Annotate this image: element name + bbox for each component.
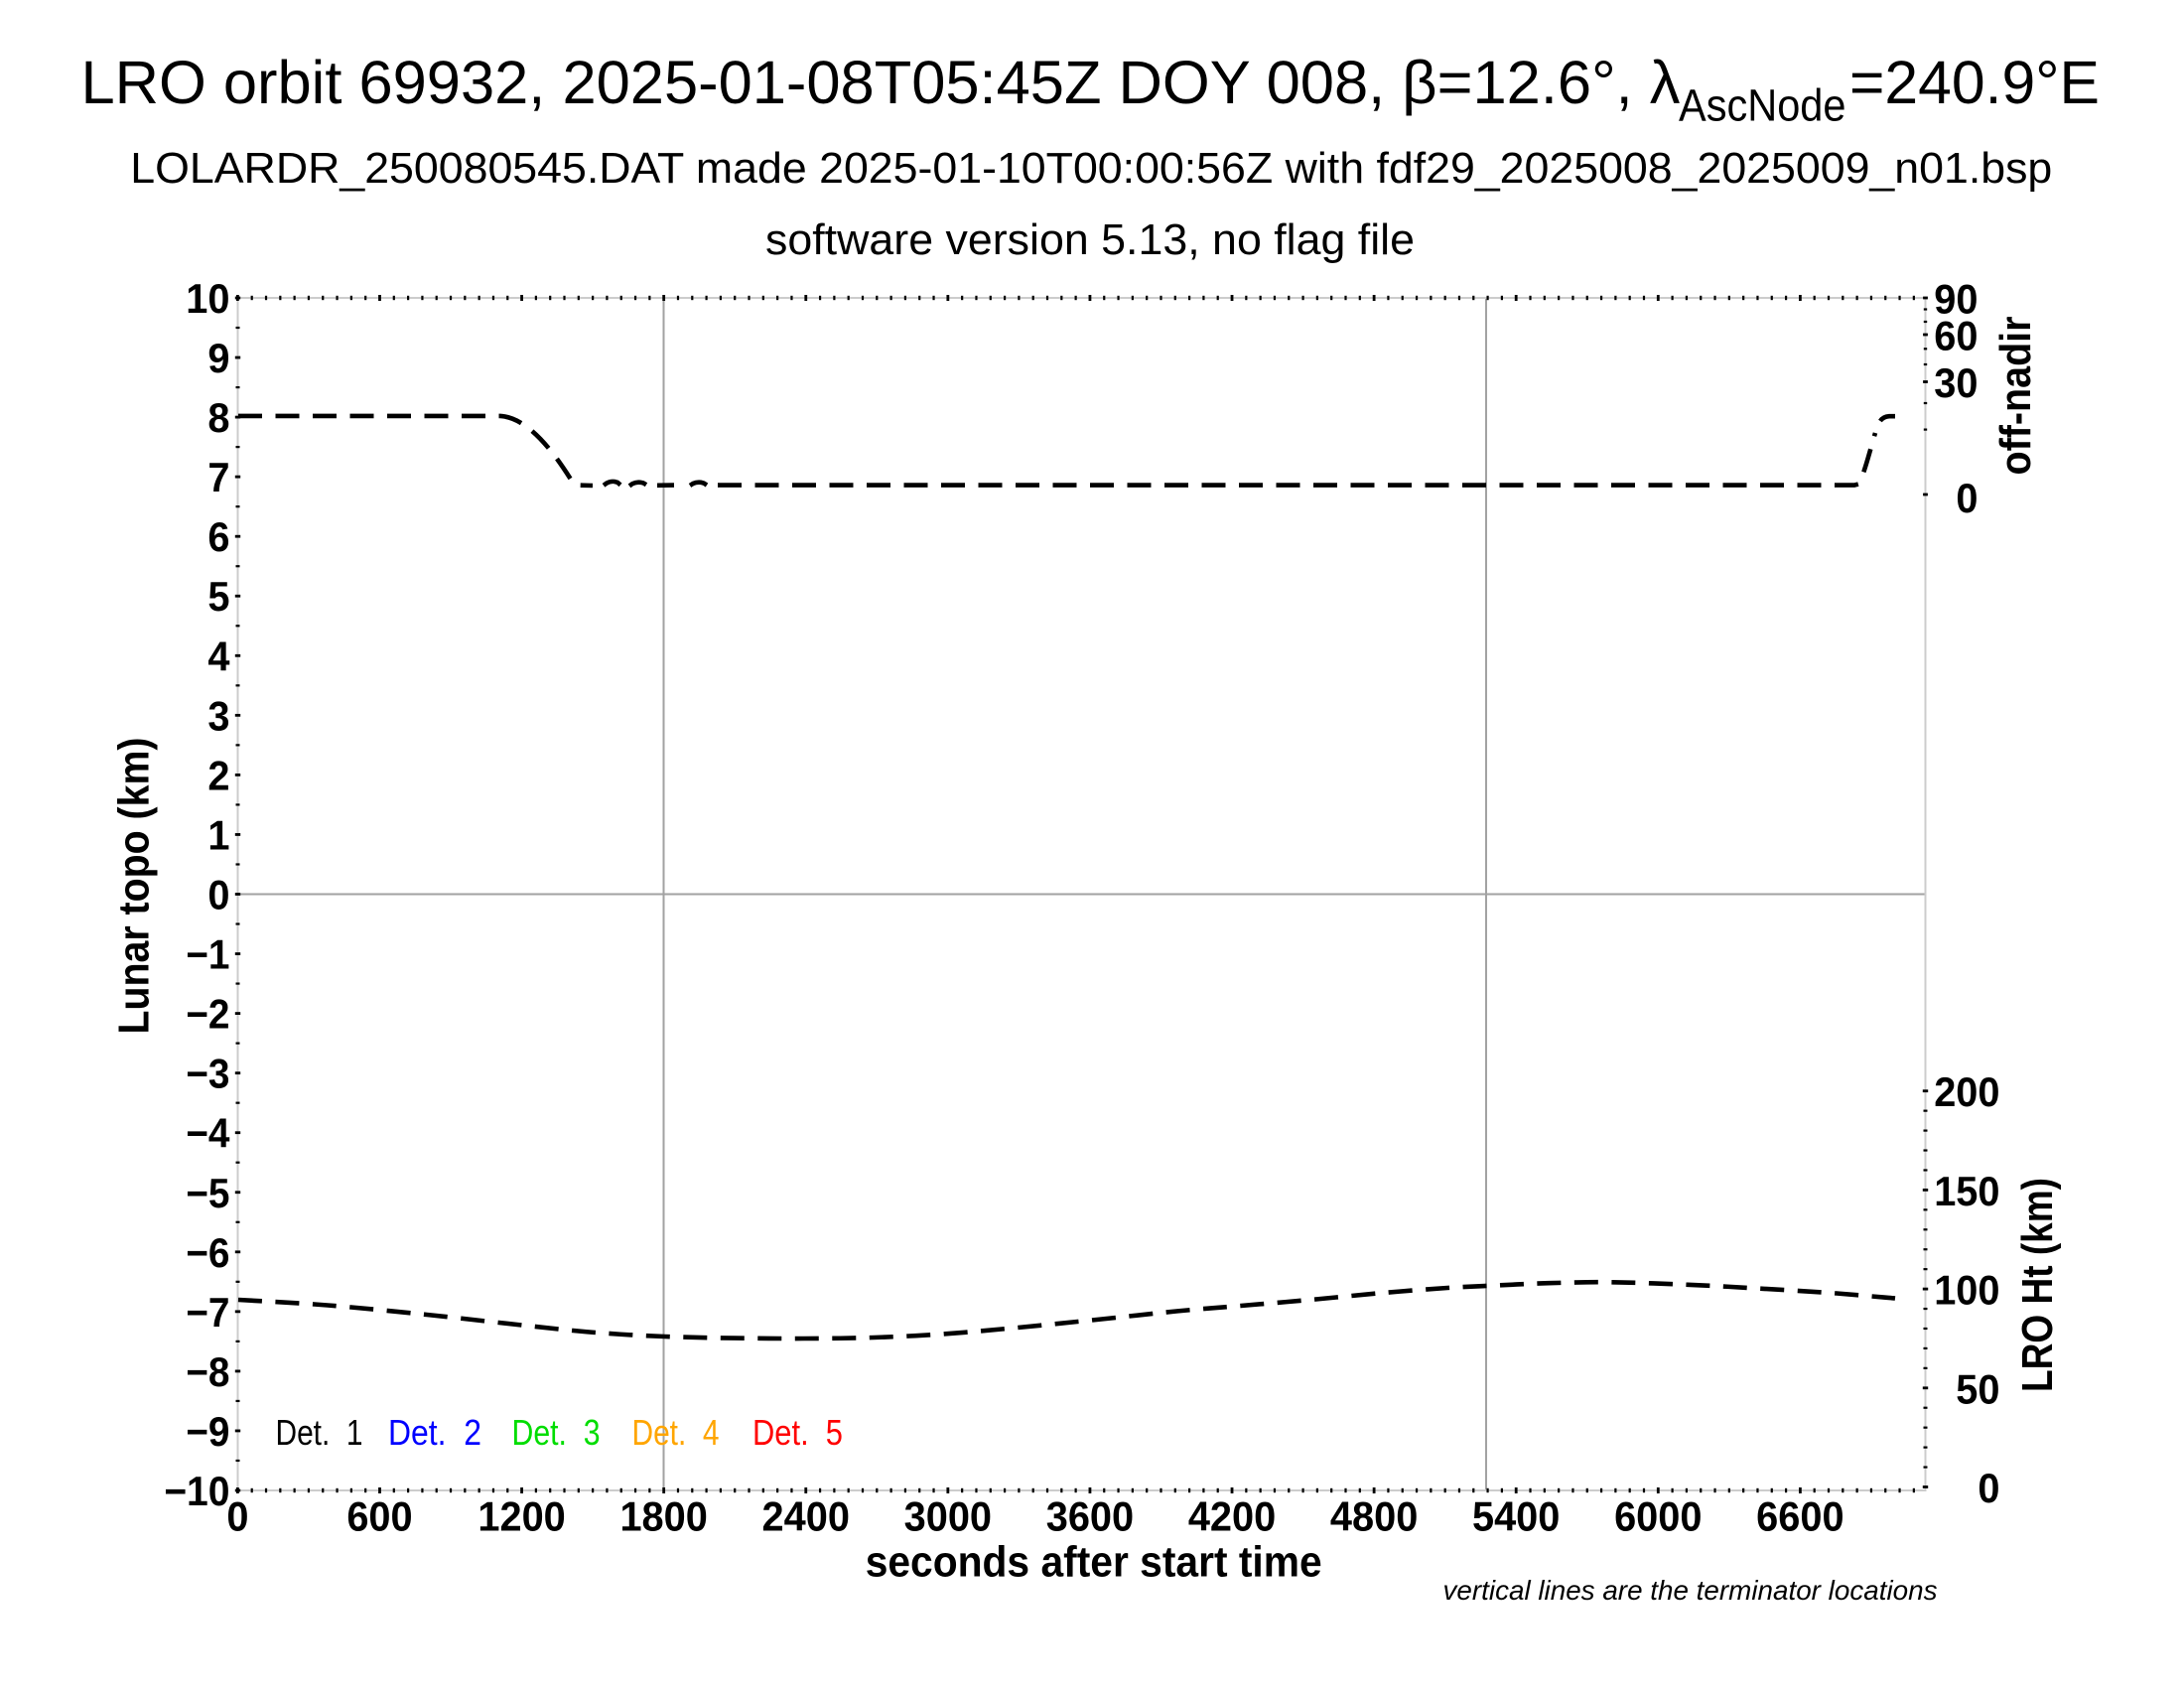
svg-text:30: 30 xyxy=(1934,359,1978,406)
svg-text:LRO orbit 69932, 2025-01-08T05: LRO orbit 69932, 2025-01-08T05:45Z DOY 0… xyxy=(81,49,1681,117)
svg-text:6600: 6600 xyxy=(1756,1493,1843,1540)
svg-text:0: 0 xyxy=(1956,475,1978,521)
svg-text:150: 150 xyxy=(1934,1168,1999,1214)
svg-text:Lunar topo (km): Lunar topo (km) xyxy=(110,738,159,1035)
svg-text:LRO Ht (km): LRO Ht (km) xyxy=(2013,1178,2062,1392)
svg-text:50: 50 xyxy=(1956,1365,1999,1412)
svg-text:9: 9 xyxy=(207,335,229,381)
svg-text:off-nadir: off-nadir xyxy=(1991,317,2040,476)
svg-text:software version 5.13, no flag: software version 5.13, no flag file xyxy=(765,215,1415,264)
svg-text:Det. 3: Det. 3 xyxy=(512,1412,601,1453)
svg-text:−5: −5 xyxy=(186,1170,229,1216)
svg-text:−7: −7 xyxy=(186,1289,229,1336)
svg-text:60: 60 xyxy=(1934,313,1978,359)
svg-text:Det. 1: Det. 1 xyxy=(276,1412,363,1453)
svg-text:−3: −3 xyxy=(186,1051,229,1097)
svg-text:100: 100 xyxy=(1934,1267,1999,1314)
svg-text:8: 8 xyxy=(207,394,229,441)
svg-text:−8: −8 xyxy=(186,1348,229,1395)
svg-text:AscNode: AscNode xyxy=(1679,79,1846,130)
svg-text:−2: −2 xyxy=(186,991,229,1038)
svg-text:90: 90 xyxy=(1934,276,1978,323)
svg-text:6: 6 xyxy=(207,513,229,560)
svg-text:2: 2 xyxy=(207,752,229,798)
svg-text:0: 0 xyxy=(1978,1465,1999,1511)
svg-text:200: 200 xyxy=(1934,1068,1999,1115)
svg-text:0: 0 xyxy=(207,872,229,918)
svg-text:3000: 3000 xyxy=(904,1493,992,1540)
svg-text:1200: 1200 xyxy=(478,1493,565,1540)
svg-text:0: 0 xyxy=(226,1493,248,1540)
svg-text:−1: −1 xyxy=(186,931,229,978)
svg-text:−10: −10 xyxy=(164,1468,229,1514)
svg-text:3: 3 xyxy=(207,692,229,739)
svg-text:vertical lines are the termina: vertical lines are the terminator locati… xyxy=(1443,1575,1938,1606)
svg-text:1800: 1800 xyxy=(619,1493,707,1540)
svg-text:5: 5 xyxy=(207,573,229,620)
svg-text:Det. 2: Det. 2 xyxy=(388,1412,481,1453)
svg-text:4800: 4800 xyxy=(1330,1493,1418,1540)
svg-text:=240.9°E: =240.9°E xyxy=(1849,49,2100,117)
svg-text:Det. 5: Det. 5 xyxy=(752,1412,843,1453)
svg-text:6000: 6000 xyxy=(1614,1493,1702,1540)
svg-text:10: 10 xyxy=(186,275,229,322)
svg-text:−4: −4 xyxy=(186,1110,230,1157)
svg-text:−6: −6 xyxy=(186,1229,229,1276)
svg-text:seconds after start time: seconds after start time xyxy=(866,1538,1322,1587)
svg-text:1: 1 xyxy=(207,811,229,858)
svg-text:600: 600 xyxy=(346,1493,412,1540)
svg-text:−9: −9 xyxy=(186,1408,229,1455)
svg-text:4: 4 xyxy=(207,633,230,679)
svg-text:Det. 4: Det. 4 xyxy=(632,1412,720,1453)
svg-text:3600: 3600 xyxy=(1046,1493,1134,1540)
svg-text:4200: 4200 xyxy=(1188,1493,1276,1540)
svg-text:7: 7 xyxy=(207,454,229,500)
svg-text:LOLARDR_250080545.DAT made 202: LOLARDR_250080545.DAT made 2025-01-10T00… xyxy=(130,144,2052,193)
svg-text:2400: 2400 xyxy=(762,1493,850,1540)
svg-text:5400: 5400 xyxy=(1472,1493,1560,1540)
